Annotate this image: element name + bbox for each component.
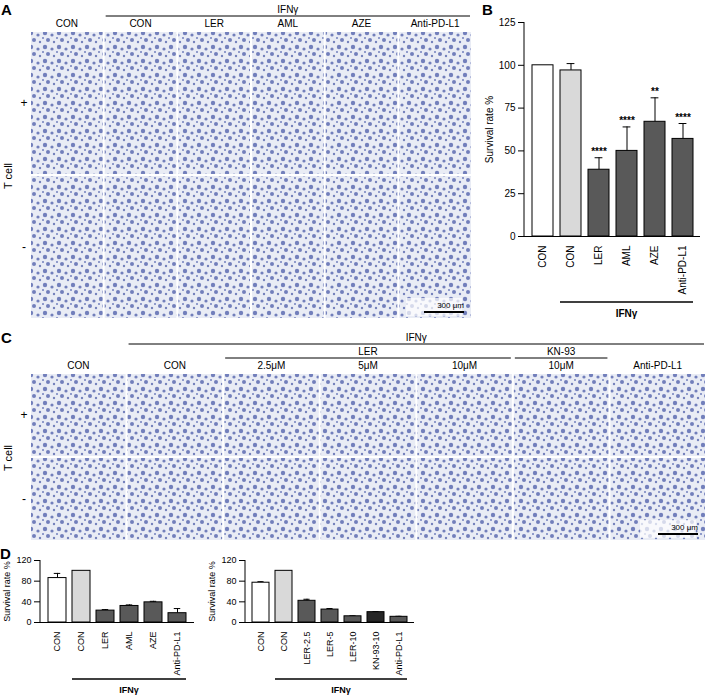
svg-text:2.5μM: 2.5μM (257, 360, 285, 371)
svg-text:T cell: T cell (2, 445, 14, 471)
svg-text:LER: LER (204, 18, 223, 29)
svg-text:CON: CON (129, 18, 151, 29)
svg-text:**: ** (651, 86, 659, 97)
html-text:D: D (0, 545, 11, 562)
svg-text:80: 80 (226, 576, 236, 586)
svg-text:+: + (20, 96, 27, 110)
svg-text:50: 50 (504, 145, 516, 156)
svg-text:10μM: 10μM (452, 360, 477, 371)
svg-text:CON: CON (565, 246, 576, 268)
svg-text:AML: AML (124, 632, 134, 651)
svg-text:5μM: 5μM (358, 360, 378, 371)
svg-text:40: 40 (226, 597, 236, 607)
svg-text:LER: LER (100, 631, 110, 649)
html-text:A: A (1, 1, 12, 18)
svg-text:Survival rate %: Survival rate % (2, 561, 12, 622)
svg-text:IFNγ: IFNγ (331, 685, 351, 695)
svg-text:IFNγ: IFNγ (616, 308, 638, 319)
svg-text:100: 100 (499, 60, 516, 71)
svg-text:IFNγ: IFNγ (406, 332, 427, 343)
svg-text:Anti-PD-L1: Anti-PD-L1 (677, 245, 688, 294)
svg-text:120: 120 (221, 555, 236, 565)
svg-text:Anti-PD-L1: Anti-PD-L1 (172, 632, 182, 676)
svg-text:300 μm: 300 μm (671, 523, 698, 532)
svg-text:120: 120 (16, 555, 31, 565)
svg-text:CON: CON (52, 632, 62, 652)
html-text:C: C (1, 329, 12, 346)
svg-text:300 μm: 300 μm (437, 301, 464, 310)
svg-text:AML: AML (621, 245, 632, 266)
svg-text:LER-10: LER-10 (348, 632, 358, 663)
svg-text:CON: CON (279, 632, 289, 652)
svg-text:****: **** (675, 112, 691, 123)
svg-text:AZE: AZE (649, 245, 660, 265)
svg-text:LER-2.5: LER-2.5 (302, 632, 312, 665)
svg-text:KN-93-10: KN-93-10 (371, 632, 381, 671)
svg-text:Survival rate %: Survival rate % (207, 561, 217, 622)
svg-text:LER: LER (358, 346, 377, 357)
svg-text:Survival rate %: Survival rate % (484, 96, 495, 163)
svg-text:0: 0 (510, 231, 516, 242)
svg-text:Anti-PD-L1: Anti-PD-L1 (394, 632, 404, 676)
svg-text:-: - (22, 492, 26, 506)
svg-text:IFNγ: IFNγ (277, 4, 298, 15)
svg-text:Anti-PD-L1: Anti-PD-L1 (411, 18, 460, 29)
svg-text:0: 0 (231, 617, 236, 627)
svg-text:LER-5: LER-5 (325, 632, 335, 658)
svg-text:25: 25 (504, 188, 516, 199)
svg-text:Anti-PD-L1: Anti-PD-L1 (633, 360, 682, 371)
svg-text:CON: CON (67, 360, 89, 371)
html-text:B: B (482, 1, 493, 18)
svg-text:T cell: T cell (2, 163, 14, 189)
svg-text:10μM: 10μM (549, 360, 574, 371)
svg-text:80: 80 (21, 576, 31, 586)
svg-text:****: **** (619, 115, 635, 126)
svg-text:75: 75 (504, 102, 516, 113)
svg-text:-: - (22, 240, 26, 254)
svg-text:40: 40 (21, 597, 31, 607)
svg-text:AML: AML (278, 18, 299, 29)
svg-text:CON: CON (76, 632, 86, 652)
svg-text:****: **** (591, 146, 607, 157)
svg-text:CON: CON (537, 246, 548, 268)
svg-text:LER: LER (593, 246, 604, 265)
svg-text:KN-93: KN-93 (547, 346, 576, 357)
svg-text:CON: CON (164, 360, 186, 371)
svg-text:0: 0 (26, 617, 31, 627)
svg-text:IFNγ: IFNγ (119, 685, 139, 695)
svg-text:AZE: AZE (352, 18, 372, 29)
svg-text:CON: CON (56, 18, 78, 29)
svg-text:+: + (20, 408, 27, 422)
svg-text:CON: CON (256, 632, 266, 652)
svg-text:125: 125 (499, 17, 516, 28)
svg-text:AZE: AZE (148, 632, 158, 650)
